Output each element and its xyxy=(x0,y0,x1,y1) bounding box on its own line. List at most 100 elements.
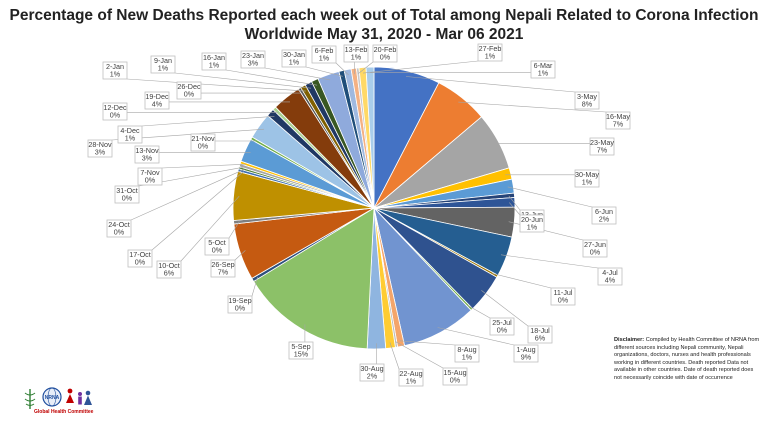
leader-line-16-Jan xyxy=(225,69,318,86)
data-label-value: 0% xyxy=(450,376,461,385)
data-label-category: 13-Nov xyxy=(135,146,159,155)
data-label-category: 8-Aug xyxy=(457,345,476,354)
data-label-value: 0% xyxy=(184,90,195,99)
data-label-value: 1% xyxy=(485,52,496,61)
data-label-category: 21-Nov xyxy=(191,134,215,143)
data-label-value: 2% xyxy=(599,215,610,224)
data-label-value: 6% xyxy=(535,334,546,343)
leader-line-4-Jul xyxy=(500,254,599,269)
data-label-category: 22-Aug xyxy=(399,369,422,378)
leader-line-19-Sep xyxy=(251,276,258,297)
leader-lines xyxy=(111,60,607,370)
data-label-category: 1-Aug xyxy=(516,345,535,354)
data-label-category: 26-Sep xyxy=(211,260,234,269)
leader-line-30-Jan xyxy=(305,66,343,77)
data-label-value: 7% xyxy=(597,146,608,155)
data-label-category: 18-Jul xyxy=(530,326,550,335)
data-label-value: 1% xyxy=(319,54,330,63)
data-label-category: 30-Aug xyxy=(360,364,383,373)
pie-slice-5-Sep xyxy=(253,207,375,350)
data-label-category: 2-Jan xyxy=(106,62,124,71)
data-label-category: 25-Jul xyxy=(492,318,512,327)
data-label-value: 0% xyxy=(110,111,121,120)
disclaimer-label: Disclaimer: xyxy=(614,337,645,343)
leader-line-6-Feb xyxy=(335,62,349,76)
leader-line-4-Dec xyxy=(141,116,275,127)
data-label-value: 3% xyxy=(248,59,259,68)
data-label-category: 28-Nov xyxy=(88,140,112,149)
data-label-category: 23-May xyxy=(590,138,614,147)
data-label-category: 17-Oct xyxy=(129,250,151,259)
data-label-category: 4-Dec xyxy=(120,126,140,135)
data-label-value: 1% xyxy=(406,377,417,386)
data-label-category: 19-Sep xyxy=(228,296,251,305)
data-label-value: 1% xyxy=(462,353,473,362)
data-label-value: 0% xyxy=(497,326,508,335)
leader-line-17-Oct xyxy=(151,171,244,251)
leader-line-5-Oct xyxy=(228,221,240,239)
data-label-value: 3% xyxy=(142,154,153,163)
data-label-value: 1% xyxy=(351,53,362,62)
data-label-value: 6% xyxy=(164,269,175,278)
data-label-value: 1% xyxy=(527,223,538,232)
leader-line-8-Aug xyxy=(399,340,456,346)
data-label-category: 7-Nov xyxy=(140,168,160,177)
leader-line-24-Oct xyxy=(130,169,245,221)
data-label-category: 16-Jan xyxy=(203,53,225,62)
chart-title: Percentage of New Deaths Reported each w… xyxy=(9,7,759,43)
leader-line-9-Jan xyxy=(174,72,312,89)
data-label-category: 27-Jun xyxy=(584,240,606,249)
data-label-category: 12-Dec xyxy=(103,103,127,112)
leader-line-7-Nov xyxy=(161,163,246,169)
leader-line-23-Jan xyxy=(264,67,331,81)
people-icon xyxy=(66,388,92,405)
data-label-category: 6-Feb xyxy=(315,46,334,55)
data-label-value: 4% xyxy=(605,276,616,285)
logo-caption: Global Health Committee xyxy=(34,409,94,415)
data-label-value: 1% xyxy=(158,64,169,73)
data-label-value: 2% xyxy=(367,372,378,381)
data-label-category: 20-Jun xyxy=(521,215,543,224)
data-label-category: 5-Oct xyxy=(208,238,226,247)
data-label-value: 0% xyxy=(558,296,569,305)
data-label-value: 0% xyxy=(135,258,146,267)
nrna-logo: NRNA xyxy=(24,387,92,409)
leader-line-15-Aug xyxy=(395,341,444,369)
data-label-category: 9-Jan xyxy=(154,56,172,65)
data-label-value: 1% xyxy=(110,70,121,79)
data-label-value: 9% xyxy=(521,353,532,362)
caduceus-icon xyxy=(24,389,36,409)
data-label-value: 1% xyxy=(125,134,136,143)
data-label-category: 23-Jan xyxy=(242,51,264,60)
